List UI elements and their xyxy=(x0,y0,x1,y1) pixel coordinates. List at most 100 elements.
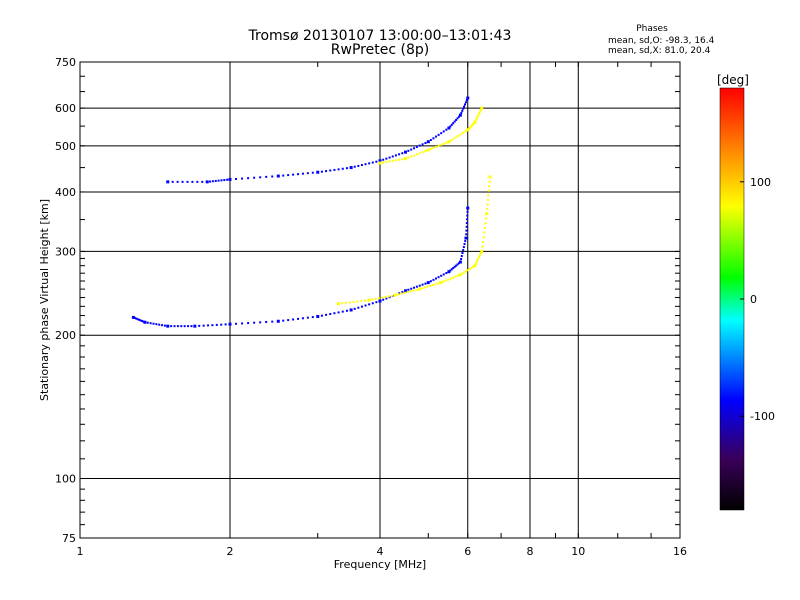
trace-point xyxy=(136,318,139,321)
trace-point xyxy=(176,180,179,183)
trace-point xyxy=(484,222,487,225)
trace-point xyxy=(458,273,462,277)
trace-point xyxy=(463,271,466,274)
trace-point xyxy=(437,282,440,285)
trace-point xyxy=(375,301,378,304)
trace-point xyxy=(442,273,445,276)
trace-point xyxy=(196,180,199,183)
trace-point xyxy=(452,137,455,140)
trace-point xyxy=(388,160,391,163)
trace-point xyxy=(161,324,164,327)
trace-point xyxy=(271,320,274,323)
trace-point xyxy=(215,323,218,326)
trace-point xyxy=(205,180,209,184)
colorbar-tick-label: -100 xyxy=(750,410,775,423)
trace-point xyxy=(226,178,229,181)
y-axis-label: Stationary phase Virtual Height [km] xyxy=(38,199,51,401)
trace-point xyxy=(391,159,394,162)
trace-point xyxy=(397,293,400,296)
trace-point xyxy=(439,281,443,285)
trace-point xyxy=(166,324,170,328)
trace-point xyxy=(473,120,477,124)
trace-point xyxy=(465,229,468,232)
y-tick-label: 200 xyxy=(55,329,76,342)
trace-point xyxy=(466,269,469,272)
trace-point xyxy=(410,155,413,158)
trace-point xyxy=(403,150,407,154)
trace-point xyxy=(401,152,404,155)
trace-point xyxy=(297,317,300,320)
trace-point xyxy=(364,163,367,166)
trace-point xyxy=(391,294,394,297)
trace-point xyxy=(202,324,205,327)
trace-point xyxy=(459,133,462,136)
trace-point xyxy=(186,180,189,183)
trace-point xyxy=(368,303,371,306)
trace-point xyxy=(170,325,173,328)
trace-point xyxy=(426,140,430,144)
trace-point xyxy=(424,142,427,145)
trace-point xyxy=(474,119,477,122)
trace-point xyxy=(454,136,457,139)
x-tick-label: 4 xyxy=(377,545,384,558)
trace-point xyxy=(158,323,161,326)
trace-point xyxy=(415,145,418,148)
trace-point xyxy=(460,255,463,258)
trace-point xyxy=(450,123,453,126)
trace-point xyxy=(191,180,194,183)
trace-point xyxy=(356,300,359,303)
trace-point xyxy=(461,252,464,255)
trace-point xyxy=(301,172,304,175)
trace-point xyxy=(374,297,377,300)
trace-point xyxy=(341,310,344,313)
trace-point xyxy=(387,295,390,298)
trace-point xyxy=(253,176,256,179)
trace-point xyxy=(475,261,478,264)
trace-point xyxy=(413,154,416,157)
chart-subtitle: RwPretec (8p) xyxy=(331,42,429,58)
x-tick-label: 2 xyxy=(227,545,234,558)
trace-point xyxy=(135,317,138,320)
trace-point xyxy=(486,198,489,201)
trace-point xyxy=(488,185,491,188)
trace-point xyxy=(444,279,447,282)
trace-point xyxy=(464,270,467,273)
trace-point xyxy=(368,162,371,165)
trace-point xyxy=(486,203,489,206)
y-tick-label: 100 xyxy=(55,473,76,486)
trace-point xyxy=(224,323,227,326)
trace-point xyxy=(235,322,238,325)
trace-point xyxy=(488,180,491,183)
trace-point xyxy=(348,301,351,304)
trace-point xyxy=(452,122,455,125)
trace-point xyxy=(447,126,451,130)
trace-point xyxy=(464,130,467,133)
stats-line-x: mean, sd,X: 81.0, 20.4 xyxy=(608,46,711,56)
trace-point xyxy=(452,276,455,279)
trace-point xyxy=(211,180,214,183)
trace-point xyxy=(482,236,485,239)
trace-point xyxy=(220,179,223,182)
trace-point xyxy=(265,320,268,323)
trace-point xyxy=(271,175,274,178)
trace-point xyxy=(223,179,226,182)
trace-point xyxy=(462,249,465,252)
trace-point xyxy=(320,170,323,173)
trace-point xyxy=(454,275,457,278)
trace-point xyxy=(470,266,473,269)
trace-point xyxy=(415,153,418,156)
trace-point xyxy=(462,107,465,110)
trace-point xyxy=(398,158,401,161)
trace-point xyxy=(458,113,462,117)
trace-point xyxy=(464,101,467,104)
trace-point xyxy=(152,322,155,325)
trace-point xyxy=(480,249,484,253)
trace-point xyxy=(349,308,353,312)
trace-point xyxy=(440,132,443,135)
trace-point xyxy=(276,319,280,323)
trace-point xyxy=(325,170,328,173)
trace-point xyxy=(445,272,448,275)
trace-point xyxy=(429,147,432,150)
trace-point xyxy=(149,322,152,325)
trace-point xyxy=(468,268,471,271)
